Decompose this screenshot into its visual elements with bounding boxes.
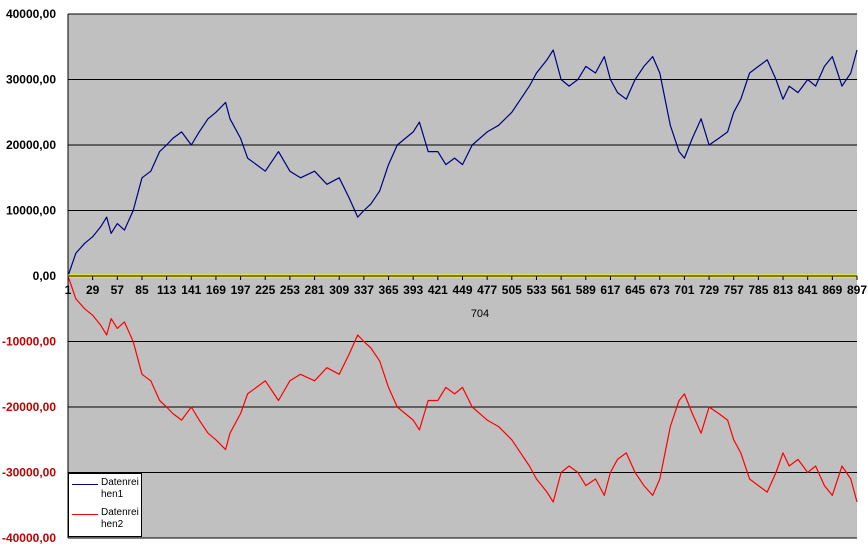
y-tick-label: 20000,00 — [6, 138, 56, 152]
legend-item-series2: Datenreihen2 — [72, 507, 140, 535]
x-tick-label: 785 — [748, 283, 768, 297]
legend-swatch-series1 — [72, 484, 98, 485]
x-tick-label: 337 — [354, 283, 374, 297]
y-tick-label: -20000,00 — [2, 400, 56, 414]
y-tick-label: -10000,00 — [2, 335, 56, 349]
x-tick-label: 309 — [329, 283, 349, 297]
legend-label-series1: Datenreihen1 — [101, 477, 139, 500]
x-tick-label: 477 — [477, 283, 497, 297]
y-tick-label: -30000,00 — [2, 466, 56, 480]
x-tick-label: 841 — [798, 283, 818, 297]
x-tick-label: 113 — [157, 283, 177, 297]
y-tick-label: -40000,00 — [2, 531, 56, 545]
x-tick-label: 589 — [576, 283, 596, 297]
series-line-2 — [67, 275, 858, 503]
x-axis-tick-labels: 1 29 57 85 113 141 169 197 225 253 281 309 337 365 393… — [65, 276, 867, 297]
y-tick-label: 40000,00 — [6, 7, 56, 21]
legend-item-series1: Datenreihen1 — [72, 477, 140, 505]
x-axis-label: 704 — [471, 308, 489, 320]
x-tick-label: 505 — [502, 283, 522, 297]
x-tick-label: 253 — [280, 283, 300, 297]
x-tick-label: 701 — [674, 283, 694, 297]
x-tick-label: 365 — [379, 283, 399, 297]
x-tick-label: 673 — [650, 283, 670, 297]
x-tick-label: 1 — [65, 283, 72, 297]
y-tick-label: 30000,00 — [6, 73, 56, 87]
legend-label-series2: Datenreihen2 — [101, 507, 139, 530]
x-tick-label: 449 — [452, 283, 472, 297]
x-tick-label: 141 — [181, 283, 201, 297]
x-tick-label: 85 — [135, 283, 149, 297]
y-tick-label: 10000,00 — [6, 204, 56, 218]
x-tick-label: 561 — [551, 283, 571, 297]
series-line-1 — [67, 49, 858, 277]
x-tick-label: 281 — [305, 283, 325, 297]
x-tick-label: 813 — [773, 283, 793, 297]
x-tick-label: 225 — [255, 283, 275, 297]
x-tick-label: 29 — [86, 283, 100, 297]
legend: Datenreihen1 Datenreihen2 — [68, 473, 142, 537]
x-tick-label: 645 — [625, 283, 645, 297]
x-tick-label: 897 — [847, 283, 867, 297]
legend-swatch-series2 — [72, 514, 98, 515]
x-tick-label: 421 — [428, 283, 448, 297]
x-tick-label: 869 — [822, 283, 842, 297]
y-tick-label: 0,00 — [33, 269, 57, 283]
x-tick-label: 757 — [724, 283, 744, 297]
x-tick-label: 729 — [699, 283, 719, 297]
x-tick-label: 533 — [526, 283, 546, 297]
y-axis-tick-labels: 40000,00 30000,00 20000,00 10000,00 0,00 -100… — [2, 7, 56, 545]
x-tick-label: 617 — [600, 283, 620, 297]
x-tick-label: 57 — [111, 283, 125, 297]
x-tick-label: 393 — [403, 283, 423, 297]
x-tick-label: 197 — [231, 283, 251, 297]
x-tick-label: 169 — [206, 283, 226, 297]
